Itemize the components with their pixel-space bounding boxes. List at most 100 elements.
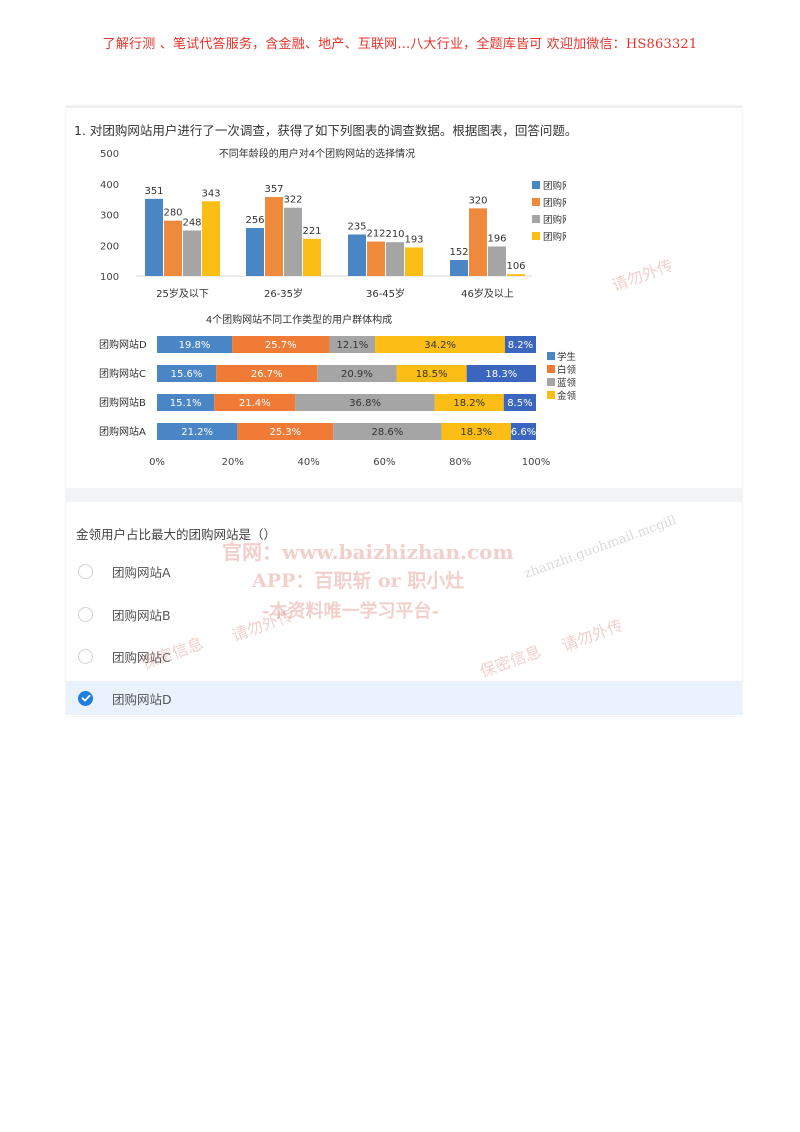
y-tick-label: 400 xyxy=(100,180,119,191)
segment-label: 8.2% xyxy=(508,340,533,351)
bar-segment xyxy=(317,365,397,382)
legend-swatch xyxy=(532,215,540,223)
y-tick-label: 200 xyxy=(100,241,119,252)
data-label: 357 xyxy=(264,184,283,195)
segment-label: 21.2% xyxy=(181,427,213,438)
legend-label: 团购网站B xyxy=(543,197,566,209)
bar-segment xyxy=(504,336,536,353)
radio-button[interactable] xyxy=(78,648,93,664)
data-label: 193 xyxy=(404,234,423,245)
data-label: 256 xyxy=(245,215,264,226)
chart-title: 不同年龄段的用户对4个团购网站的选择情况 xyxy=(219,147,415,160)
y-category-label: 团购网站D xyxy=(99,338,147,351)
bar-segment xyxy=(333,423,442,440)
segment-label: 6.6% xyxy=(511,427,536,438)
option-label: 团购网站A xyxy=(112,564,171,580)
segment-label: 25.3% xyxy=(269,427,301,438)
bar xyxy=(386,242,404,276)
bar-segment xyxy=(329,336,376,353)
x-tick-label: 0% xyxy=(149,457,165,468)
bar-segment xyxy=(375,336,505,353)
segment-label: 28.6% xyxy=(372,427,404,438)
data-label: 343 xyxy=(201,188,220,199)
bar-segment xyxy=(441,423,511,440)
bar-segment xyxy=(157,394,215,411)
bar xyxy=(348,234,366,276)
data-label: 210 xyxy=(385,229,404,240)
data-label: 196 xyxy=(487,233,506,244)
bar-segment xyxy=(466,365,536,382)
segment-label: 8.5% xyxy=(507,398,532,409)
segment-label: 18.3% xyxy=(485,369,517,380)
option-a[interactable]: 团购网站A xyxy=(66,554,742,588)
bar xyxy=(246,228,264,276)
data-label: 280 xyxy=(163,208,182,219)
segment-label: 12.1% xyxy=(336,340,368,351)
x-tick-label: 26-35岁 xyxy=(264,287,303,300)
segment-label: 21.4% xyxy=(239,398,271,409)
bar-segment xyxy=(214,394,296,411)
grouped-bar-chart: 不同年龄段的用户对4个团购网站的选择情况 500 400 300 200 100 35128… xyxy=(100,147,566,300)
segment-label: 15.1% xyxy=(170,398,202,409)
legend-swatch xyxy=(547,365,555,373)
bar-segment xyxy=(503,394,536,411)
data-label: 320 xyxy=(468,195,487,206)
bar xyxy=(507,274,525,276)
bar xyxy=(450,260,468,276)
data-label: 322 xyxy=(283,195,302,206)
legend-label: 团购网站D xyxy=(543,231,566,243)
bar xyxy=(202,201,220,276)
legend-swatch xyxy=(532,232,540,240)
x-tick-label: 40% xyxy=(297,457,319,468)
option-c[interactable]: 团购网站C xyxy=(66,639,742,673)
data-label: 221 xyxy=(302,226,321,237)
data-label: 212 xyxy=(366,229,385,240)
bar-segment xyxy=(232,336,330,353)
data-label: 152 xyxy=(449,247,468,258)
segment-label: 18.2% xyxy=(453,398,485,409)
data-label: 106 xyxy=(506,261,525,272)
segment-label: 18.5% xyxy=(416,369,448,380)
segment-label: 15.6% xyxy=(171,369,203,380)
option-d[interactable]: 团购网站D xyxy=(66,681,742,715)
bar-segment xyxy=(434,394,504,411)
option-label: 团购网站D xyxy=(112,691,172,707)
legend-label: 团购网站A xyxy=(543,180,566,192)
radio-button[interactable] xyxy=(78,563,93,579)
bar xyxy=(469,208,487,276)
bar xyxy=(145,198,163,276)
bar xyxy=(164,220,182,276)
y-tick-label: 100 xyxy=(100,272,119,283)
x-tick-label: 46岁及以上 xyxy=(461,287,514,300)
x-tick-label: 20% xyxy=(222,457,244,468)
x-tick-label: 60% xyxy=(373,457,395,468)
bar-segment xyxy=(510,423,536,440)
promo-banner: 了解行测 、笔试代答服务，含金融、地产、互联网...八大行业，全题库皆可 欢迎加… xyxy=(102,37,698,52)
bar-segment xyxy=(157,423,238,440)
bar xyxy=(183,230,201,276)
bar-segment xyxy=(237,423,334,440)
question-title: 1. 对团购网站用户进行了一次调查，获得了如下列图表的调查数据。根据图表，回答问… xyxy=(74,123,578,138)
segment-label: 26.7% xyxy=(251,369,283,380)
segment-label: 20.9% xyxy=(341,369,373,380)
option-b[interactable]: 团购网站B xyxy=(66,597,742,631)
radio-button[interactable] xyxy=(78,690,93,706)
legend-label: 团购网站C xyxy=(543,214,566,226)
data-label: 351 xyxy=(144,186,163,197)
bar-segment xyxy=(157,336,233,353)
segment-label: 36.8% xyxy=(349,398,381,409)
bar xyxy=(367,241,385,276)
legend-swatch xyxy=(547,378,555,386)
data-label: 235 xyxy=(347,221,366,232)
radio-button[interactable] xyxy=(78,606,93,622)
subquestion-prompt: 金领用户占比最大的团购网站是（） xyxy=(76,527,277,542)
x-tick-label: 100% xyxy=(522,457,551,468)
section-divider xyxy=(66,488,742,502)
legend-swatch xyxy=(547,391,555,399)
bar xyxy=(405,247,423,276)
segment-label: 25.7% xyxy=(265,340,297,351)
bar-segment xyxy=(295,394,435,411)
x-tick-label: 80% xyxy=(449,457,471,468)
check-icon xyxy=(81,694,90,702)
y-category-label: 团购网站A xyxy=(99,425,146,438)
